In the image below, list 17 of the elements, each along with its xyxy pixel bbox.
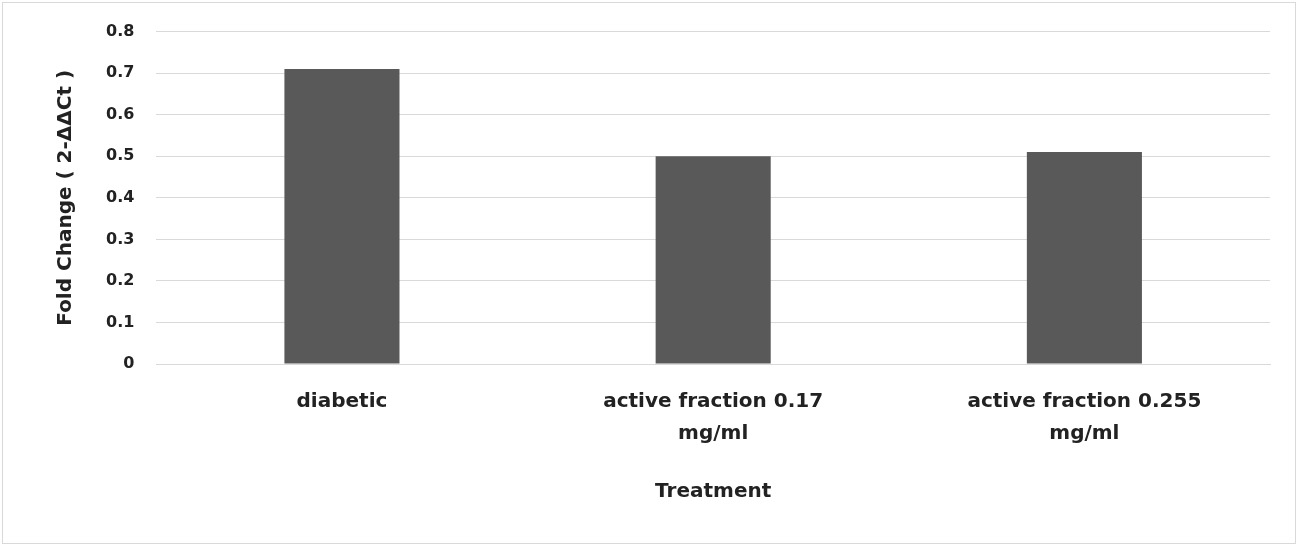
y-tick-label: 0.4 xyxy=(106,186,135,206)
y-tick-label: 0.1 xyxy=(106,311,135,331)
y-tick-label: 0 xyxy=(123,353,135,373)
x-axis-title: Treatment xyxy=(655,478,772,503)
x-tick-label: active fraction 0.255 mg/ml xyxy=(967,388,1202,445)
y-tick-label: 0.2 xyxy=(106,270,135,290)
y-axis-title: Fold Change ( 2-ΔΔCt ) xyxy=(52,69,77,326)
bar xyxy=(284,69,400,364)
bar xyxy=(1026,152,1142,364)
x-tick-label: diabetic xyxy=(296,388,388,413)
x-tick-label: active fraction 0.17 mg/ml xyxy=(603,388,824,445)
bar xyxy=(655,156,771,364)
y-tick-label: 0.3 xyxy=(106,228,135,248)
y-tick-label: 0.7 xyxy=(106,62,135,82)
y-tick-label: 0.5 xyxy=(106,145,135,165)
y-tick-label: 0.8 xyxy=(106,20,135,40)
y-tick-label: 0.6 xyxy=(106,103,135,123)
